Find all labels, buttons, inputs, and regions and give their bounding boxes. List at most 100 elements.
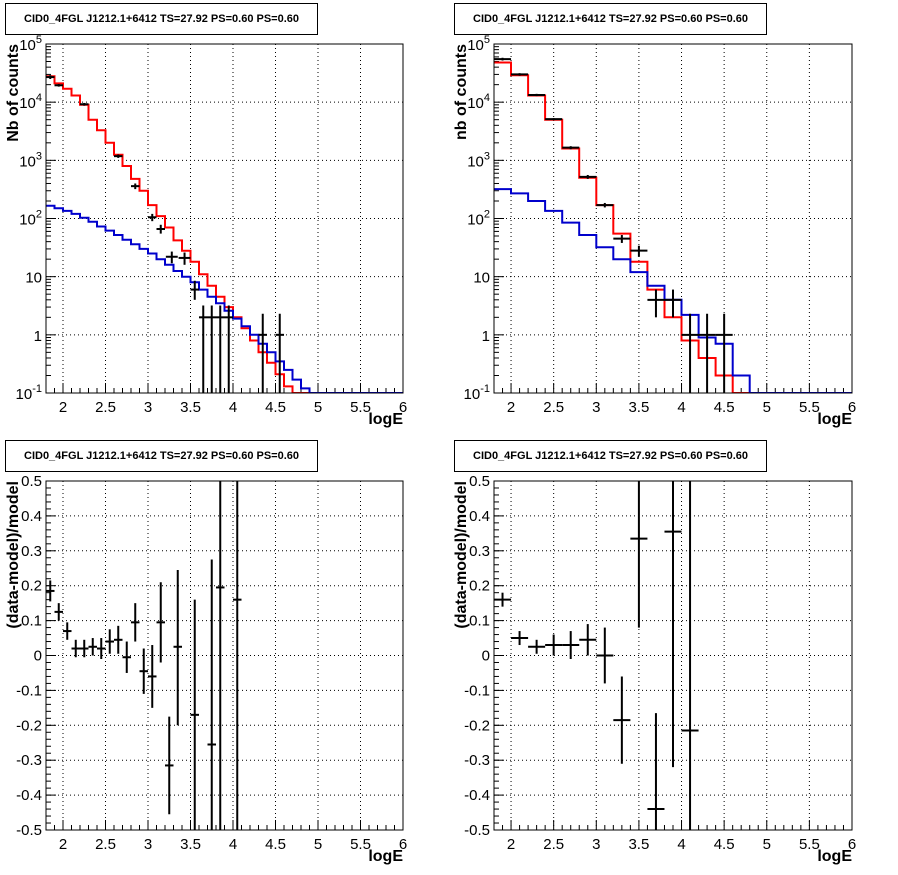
x-tick-label: 2.5 — [543, 836, 564, 853]
y-tick-label: 0.3 — [469, 543, 490, 560]
data-point — [114, 154, 123, 158]
data-point — [148, 645, 157, 708]
y-tick-label: -0.2 — [464, 717, 490, 734]
plot-data-area — [46, 75, 403, 393]
data-point — [207, 305, 216, 393]
data-point — [224, 305, 233, 393]
y-tick-label: 10-1 — [464, 383, 490, 403]
data-point — [579, 624, 597, 656]
x-tick-label: 3 — [144, 399, 152, 416]
data-point — [647, 289, 665, 318]
step-series-2 — [494, 188, 852, 393]
x-tick-label: 5 — [763, 836, 771, 853]
data-point — [54, 84, 63, 87]
data-point — [178, 252, 191, 265]
y-tick-label: 0.4 — [469, 508, 490, 525]
data-point — [511, 73, 529, 76]
x-tick-label: 5.5 — [799, 836, 820, 853]
data-point — [596, 202, 614, 208]
data-point — [80, 639, 89, 658]
x-tick-label: 4.5 — [265, 836, 286, 853]
data-point — [173, 569, 182, 726]
x-tick-label: 4 — [677, 399, 685, 416]
data-point — [630, 481, 648, 628]
y-tick-label: 104 — [19, 92, 42, 112]
y-tick-label: 0.2 — [469, 578, 490, 595]
data-point — [156, 582, 165, 663]
x-tick-label: 6 — [848, 399, 856, 416]
data-point — [114, 625, 123, 654]
x-tick-label: 4.5 — [714, 836, 735, 853]
data-point — [494, 592, 512, 607]
x-tick-label: 4 — [677, 836, 685, 853]
data-point — [528, 93, 546, 97]
data-point — [97, 638, 106, 659]
data-point — [494, 57, 512, 61]
plot-frame — [493, 480, 853, 831]
y-tick-label: -0.1 — [16, 682, 42, 699]
x-tick-label: 6 — [399, 836, 407, 853]
x-tick-label: 3.5 — [180, 399, 201, 416]
data-point — [562, 631, 580, 659]
data-point — [80, 102, 89, 106]
data-point — [258, 313, 267, 393]
y-tick-label: 10 — [473, 270, 490, 287]
x-tick-label: 5.5 — [350, 399, 371, 416]
x-tick-label: 6 — [848, 836, 856, 853]
data-point — [647, 713, 665, 830]
y-tick-label: 0.4 — [21, 508, 42, 525]
step-series-2 — [46, 204, 403, 393]
y-tick-label: 103 — [19, 150, 42, 170]
data-point — [579, 174, 597, 179]
y-tick-label: -0.3 — [16, 752, 42, 769]
y-tick-label: -0.5 — [464, 822, 490, 839]
data-point — [613, 235, 631, 243]
y-tick-label: 105 — [467, 34, 490, 54]
x-tick-label: 5.5 — [350, 836, 371, 853]
data-point — [698, 313, 716, 393]
x-tick-label: 4 — [229, 836, 237, 853]
plot-data-area — [46, 481, 242, 830]
x-tick-label: 4 — [229, 399, 237, 416]
y-tick-label: -0.2 — [16, 717, 42, 734]
data-point — [148, 213, 157, 222]
y-axis-label: Nb of counts — [5, 44, 22, 142]
x-tick-label: 2.5 — [95, 836, 116, 853]
y-tick-label: 102 — [467, 209, 490, 229]
y-tick-label: -0.3 — [464, 752, 490, 769]
plot-title-3: CID0_4FGL J1212.1+6412 TS=27.92 PS=0.60 … — [5, 440, 318, 472]
data-point — [131, 183, 140, 190]
y-tick-label: 10 — [25, 270, 42, 287]
plot-frame — [45, 480, 404, 831]
plot-panel-4: 2 2.5 3 3.5 4 4.5 5 5.5 6 -0.5 -0.4 -0.3 -0.2 -0.1 0 0.… — [453, 473, 856, 865]
x-tick-label: 3.5 — [180, 836, 201, 853]
x-tick-label: 3 — [592, 836, 600, 853]
data-point — [54, 603, 63, 621]
data-point — [199, 305, 208, 393]
data-point — [88, 638, 97, 656]
x-tick-label: 5.5 — [799, 399, 820, 416]
x-tick-label: 2 — [59, 399, 67, 416]
y-tick-label: 0 — [34, 648, 42, 665]
plot-panel-1: 2 2.5 3 3.5 4 4.5 5 5.5 6 10-1 1 10 102 103 104 105 logE… — [5, 34, 407, 428]
x-tick-label: 2.5 — [95, 399, 116, 416]
y-tick-label: 0 — [482, 648, 490, 665]
y-tick-label: 103 — [467, 150, 490, 170]
data-point — [613, 676, 631, 764]
y-tick-label: 1 — [34, 328, 42, 345]
data-point — [122, 641, 131, 673]
y-axis-label: nb of counts — [453, 44, 470, 140]
plot-frame — [493, 43, 853, 394]
plot-frame — [45, 43, 404, 394]
x-tick-label: 3.5 — [628, 836, 649, 853]
x-tick-label: 6 — [399, 399, 407, 416]
data-point — [681, 481, 699, 830]
plot-data-area — [494, 57, 852, 393]
y-axis-label: (data-model)/model — [453, 481, 470, 629]
data-point — [216, 481, 225, 830]
plot-panel-3: 2 2.5 3 3.5 4 4.5 5 5.5 6 -0.5 -0.4 -0.3 -0.2 -0.1 0 0.… — [5, 473, 407, 865]
y-tick-label: 0.1 — [21, 613, 42, 630]
x-tick-label: 3 — [592, 399, 600, 416]
data-point — [63, 622, 72, 640]
